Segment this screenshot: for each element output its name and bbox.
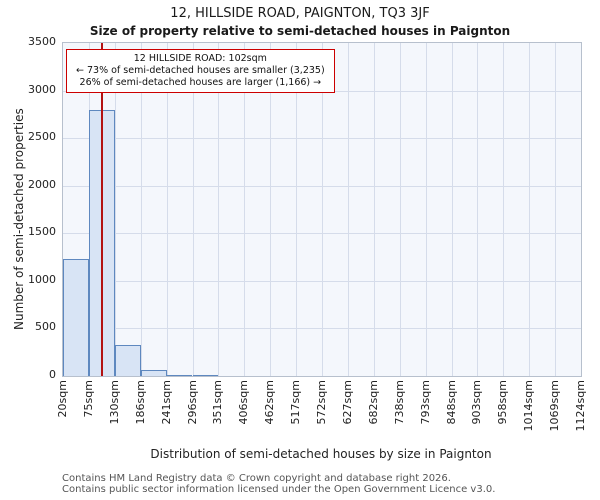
y-tick-label: 3000 xyxy=(28,82,56,96)
y-tick-label: 1000 xyxy=(28,272,56,286)
v-gridline xyxy=(192,43,194,376)
x-tick-label: 1069sqm xyxy=(548,380,562,432)
x-tick-label: 958sqm xyxy=(496,380,510,425)
footer-attribution-1: Contains HM Land Registry data © Crown c… xyxy=(62,473,451,484)
v-gridline xyxy=(166,43,168,376)
x-tick-label: 738sqm xyxy=(392,380,406,425)
x-tick-label: 406sqm xyxy=(237,380,251,425)
footer-attribution-2: Contains public sector information licen… xyxy=(62,484,496,495)
v-gridline xyxy=(451,43,453,376)
x-tick-label: 793sqm xyxy=(418,380,432,425)
histogram-bar xyxy=(114,344,141,376)
v-gridline xyxy=(373,43,375,376)
property-annotation-box: 12 HILLSIDE ROAD: 102sqm ← 73% of semi-d… xyxy=(66,49,335,94)
x-tick-label: 1014sqm xyxy=(522,380,536,432)
chart-title: 12, HILLSIDE ROAD, PAIGNTON, TQ3 3JF xyxy=(170,6,430,21)
v-gridline xyxy=(140,43,142,376)
histogram-bar xyxy=(140,370,167,376)
y-tick-label: 3500 xyxy=(28,35,56,48)
x-axis-label: Distribution of semi-detached houses by … xyxy=(150,447,492,461)
x-tick-label: 462sqm xyxy=(263,380,277,425)
y-tick-label: 1500 xyxy=(28,225,56,239)
x-tick-label: 351sqm xyxy=(211,380,225,425)
v-gridline xyxy=(347,43,349,376)
x-tick-label: 848sqm xyxy=(444,380,458,425)
x-tick-label: 903sqm xyxy=(470,380,484,425)
v-gridline xyxy=(244,43,246,376)
annotation-line-2: ← 73% of semi-detached houses are smalle… xyxy=(76,65,325,77)
annotation-line-1: 12 HILLSIDE ROAD: 102sqm xyxy=(133,53,267,64)
x-tick-label: 75sqm xyxy=(81,380,95,418)
plot-area xyxy=(62,42,582,377)
v-gridline xyxy=(270,43,272,376)
v-gridline xyxy=(399,43,401,376)
histogram-bar xyxy=(166,374,193,376)
histogram-bar xyxy=(192,375,219,376)
x-tick-label: 517sqm xyxy=(289,380,303,425)
y-tick-label: 500 xyxy=(35,320,56,334)
v-gridline xyxy=(529,43,531,376)
v-gridline xyxy=(425,43,427,376)
y-tick-label: 0 xyxy=(49,368,56,381)
v-gridline xyxy=(555,43,557,376)
v-gridline xyxy=(296,43,298,376)
x-tick-label: 1124sqm xyxy=(574,380,587,432)
v-gridline xyxy=(218,43,220,376)
x-tick-label: 682sqm xyxy=(366,380,380,425)
v-gridline xyxy=(114,43,116,376)
x-tick-label: 186sqm xyxy=(133,380,147,425)
x-tick-label: 296sqm xyxy=(185,380,199,425)
y-tick-label: 2500 xyxy=(28,130,56,144)
x-tick-label: 572sqm xyxy=(315,380,328,425)
histogram-bar xyxy=(63,258,89,376)
v-gridline xyxy=(503,43,505,376)
x-tick-label: 241sqm xyxy=(159,380,173,425)
x-tick-label: 20sqm xyxy=(56,380,69,418)
v-gridline xyxy=(322,43,323,376)
y-tick-label: 2000 xyxy=(28,177,56,191)
x-tick-label: 627sqm xyxy=(340,380,354,425)
x-tick-label: 130sqm xyxy=(107,380,121,425)
annotation-line-3: 26% of semi-detached houses are larger (… xyxy=(79,77,322,89)
v-gridline xyxy=(477,43,479,376)
subject-property-marker-line xyxy=(101,43,103,376)
chart-subtitle: Size of property relative to semi-detach… xyxy=(89,24,511,38)
